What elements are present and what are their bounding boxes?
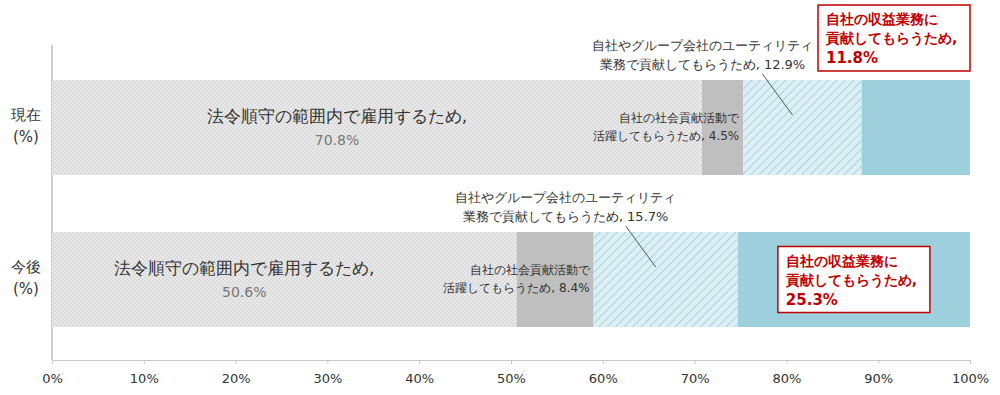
x-tick: 90% — [864, 360, 893, 386]
bar-segment — [52, 80, 702, 175]
chart: 0%10%20%30%40%50%60%70%80%90%100%現在(%)今後… — [0, 0, 1000, 395]
x-tick-label: 60% — [589, 371, 618, 386]
x-tick-mark — [52, 360, 53, 364]
x-tick-label: 90% — [864, 371, 893, 386]
leader-line — [762, 74, 792, 115]
callout-box — [818, 5, 970, 71]
leader-line — [626, 226, 656, 267]
data-label-name: 自社の社会貢献活動で — [619, 111, 740, 125]
category-label-line: (%) — [13, 280, 39, 298]
x-tick: 100% — [952, 360, 989, 386]
data-label: 自社の収益業務に貢献してもらうため, 25.3% — [785, 253, 917, 309]
x-tick-mark — [786, 360, 787, 364]
data-label-name: 貢献してもらうため, — [825, 30, 957, 47]
x-tick-label: 0% — [42, 371, 63, 386]
data-label-name: 法令順守の範囲内で雇用するため, — [207, 106, 467, 126]
x-tick-mark — [603, 360, 604, 364]
x-tick-label: 80% — [772, 371, 801, 386]
data-label: 自社やグループ会社のユーティリティ業務で貢献してもらうため, 12.9% — [592, 38, 813, 72]
x-tick-label: 100% — [952, 371, 989, 386]
x-tick-mark — [144, 360, 145, 364]
bar-segment — [862, 80, 970, 175]
data-label-value: 70.8% — [315, 132, 359, 148]
x-tick: 30% — [313, 360, 342, 386]
bar-segment — [738, 232, 970, 327]
x-tick-label: 70% — [681, 371, 710, 386]
category-label-line: 現在 — [11, 106, 41, 124]
x-tick-mark — [970, 360, 971, 364]
x-tick-mark — [327, 360, 328, 364]
x-tick: 40% — [405, 360, 434, 386]
x-tick: 10% — [130, 360, 159, 386]
data-label-name: 業務で貢献してもらうため, — [600, 57, 760, 72]
data-label-name: 自社やグループ会社のユーティリティ — [455, 190, 676, 205]
x-tick-label: 10% — [130, 371, 159, 386]
bars — [52, 80, 970, 327]
bar-segment — [594, 232, 738, 327]
x-tick: 0% — [42, 360, 63, 386]
x-tick: 70% — [681, 360, 710, 386]
x-tick-label: 50% — [497, 371, 526, 386]
data-label-value: 50.6% — [222, 284, 266, 300]
x-tick: 50% — [497, 360, 526, 386]
data-label: 自社の収益業務に貢献してもらうため, 11.8% — [825, 11, 957, 67]
chart-container: 0%10%20%30%40%50%60%70%80%90%100%現在(%)今後… — [0, 0, 1000, 395]
data-label-value: 25.3% — [786, 291, 838, 309]
x-tick-mark — [878, 360, 879, 364]
data-label-name: 自社の収益業務に — [786, 253, 898, 269]
category-label: 現在 (%) — [11, 106, 41, 146]
data-labels: 法令順守の範囲内で雇用するため,70.8%自社の社会貢献活動で活躍してもらうため… — [114, 5, 970, 313]
data-label-name: 貢献してもらうため, — [785, 272, 917, 289]
data-label: 自社やグループ会社のユーティリティ業務で貢献してもらうため, 15.7% — [455, 190, 676, 224]
category-labels: 現在 (%) 今後 (%) — [11, 106, 41, 298]
x-tick-mark — [511, 360, 512, 364]
x-tick-mark — [419, 360, 420, 364]
data-label-value: 8.4% — [559, 281, 590, 295]
data-label-name: 法令順守の範囲内で雇用するため, — [114, 258, 374, 278]
bar-segment — [743, 80, 861, 175]
bar-segment — [52, 232, 517, 327]
data-label-value: 12.9% — [764, 57, 805, 72]
data-label-name: 活躍してもらうため, — [443, 281, 555, 295]
data-label-value: 11.8% — [826, 49, 878, 67]
data-label: 自社の社会貢献活動で活躍してもらうため, 8.4% — [443, 263, 590, 295]
data-label-name: 自社の収益業務に — [826, 11, 938, 27]
category-label-line: 今後 — [11, 258, 41, 276]
callout-box — [778, 247, 930, 313]
data-label-name: 業務で貢献してもらうため, — [463, 209, 623, 224]
bar-segment — [702, 80, 743, 175]
x-axis: 0% 10% 20% 30% 40% 50% 60% 70% 80% 90% 100% — [42, 360, 989, 386]
x-tick-label: 30% — [313, 371, 342, 386]
data-label-value: 4.5% — [709, 129, 740, 143]
x-tick-mark — [695, 360, 696, 364]
x-tick: 80% — [772, 360, 801, 386]
data-label-name: 自社の社会貢献活動で — [470, 263, 591, 277]
category-label: 今後 (%) — [11, 258, 41, 298]
x-axis-line — [53, 361, 971, 365]
x-tick-label: 40% — [405, 371, 434, 386]
x-tick-mark — [236, 360, 237, 364]
x-tick: 60% — [589, 360, 618, 386]
x-tick-label: 20% — [222, 371, 251, 386]
bar-segment — [517, 232, 594, 327]
data-label-name: 活躍してもらうため, — [593, 129, 705, 143]
data-label: 自社の社会貢献活動で活躍してもらうため, 4.5% — [593, 111, 740, 143]
data-label-value: 15.7% — [627, 209, 668, 224]
x-tick: 20% — [222, 360, 251, 386]
category-label-line: (%) — [13, 128, 39, 146]
data-label-name: 自社やグループ会社のユーティリティ — [592, 38, 813, 53]
